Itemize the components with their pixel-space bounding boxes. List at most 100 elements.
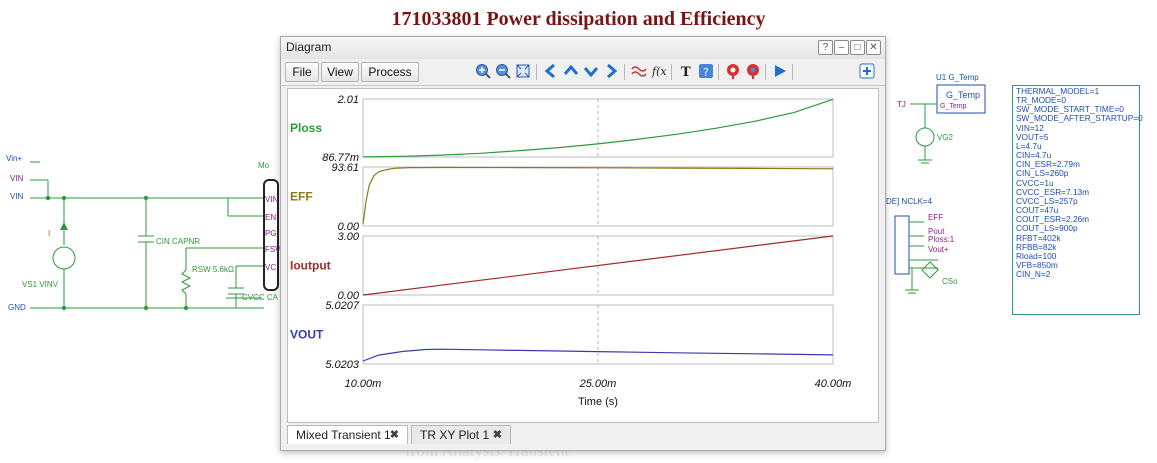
series-line-eff — [362, 166, 834, 225]
play-icon[interactable] — [772, 63, 788, 79]
gtemp-block-line2: G_Temp — [940, 103, 967, 110]
parameter-line: RFBT=402k — [1016, 232, 1061, 243]
label-gnd: GND — [8, 303, 26, 312]
series-name: VOUT — [290, 328, 324, 342]
diagram-window: Diagram ? – □ ✕ File View Process f(x) T… — [280, 36, 886, 451]
series-line-vout — [362, 348, 834, 362]
window-titlebar[interactable]: Diagram ? – □ ✕ — [281, 37, 885, 59]
u1-ref: U1 G_Temp — [936, 73, 979, 82]
pout-pin-label: Pout — [928, 227, 945, 236]
process-menu-button[interactable]: Process — [361, 62, 419, 82]
parameter-line: SW_MODE_AFTER_STARTUP=0 — [1016, 113, 1143, 124]
ploss-pin-label: Ploss:1 — [928, 235, 955, 244]
page-title: 171033801 Power dissipation and Efficien… — [391, 8, 766, 30]
parameter-line: THERMAL_MODEL=1 — [1016, 86, 1100, 96]
vout-pin-label: Vout+ — [928, 245, 949, 254]
cvcc-label: CVCC CA — [242, 293, 279, 302]
parameter-line: CVCC_LS=257p — [1016, 195, 1078, 206]
close-button[interactable]: ✕ — [866, 40, 881, 55]
marker2-icon[interactable] — [745, 63, 761, 79]
tab-tr-xy-plot[interactable]: TR XY Plot 1 ✖ — [411, 425, 511, 444]
current-marker: I — [48, 229, 50, 238]
series-name: EFF — [290, 190, 313, 204]
series-line-ploss — [362, 98, 834, 158]
cin-label: CIN CAPNR — [156, 237, 200, 246]
fit-icon[interactable] — [515, 63, 531, 79]
svg-text:?: ? — [703, 66, 709, 79]
label-vin-plus: Vin+ — [6, 154, 22, 163]
tab-label: Mixed Transient 1 — [296, 428, 391, 442]
parameter-line: CIN_N=2 — [1016, 269, 1051, 280]
zoom-in-icon[interactable] — [475, 63, 491, 79]
minimize-button[interactable]: – — [834, 40, 849, 55]
parameter-line: COUT_LS=900p — [1016, 223, 1078, 234]
vg2-label: VG2 — [937, 133, 954, 142]
parameter-line: SW_MODE_START_TIME=0 — [1016, 104, 1124, 115]
cso-label: CSo — [942, 277, 958, 286]
y-tick-label: 5.0207 — [325, 300, 360, 312]
y-tick-label: 5.0203 — [325, 359, 360, 371]
waveform-icon[interactable] — [631, 63, 647, 79]
arrow-down-icon[interactable] — [583, 63, 599, 79]
parameter-line: VFB=850m — [1016, 259, 1058, 270]
tj-label: TJ — [897, 100, 906, 109]
parameter-box: THERMAL_MODEL=1 TR_MODE=0 SW_MODE_START_TI… — [1012, 85, 1143, 315]
expand-icon[interactable] — [859, 63, 875, 79]
pin-vin: VIN — [265, 195, 279, 204]
parameter-line: CVCC_ESR=7.13m — [1016, 186, 1090, 197]
nclk-label: DE] NCLK=4 — [886, 197, 933, 206]
parameter-line: VIN=12 — [1016, 122, 1044, 133]
maximize-button[interactable]: □ — [850, 40, 865, 55]
y-tick-label: 93.61 — [331, 162, 359, 174]
arrow-left-icon[interactable] — [543, 63, 559, 79]
parameter-line: TR_MODE=0 — [1016, 95, 1067, 106]
zoom-out-icon[interactable] — [495, 63, 511, 79]
y-tick-label: 86.77m — [322, 152, 359, 164]
parameter-line: VOUT=5 — [1016, 131, 1049, 142]
x-tick-label: 25.00m — [579, 378, 617, 390]
arrow-right-icon[interactable] — [603, 63, 619, 79]
svg-text:f(x): f(x) — [651, 65, 667, 78]
file-menu-button[interactable]: File — [285, 62, 319, 82]
close-tab-icon[interactable]: ✖ — [492, 429, 502, 441]
toolbar: File View Process f(x) T ? — [281, 59, 885, 86]
pin-en: EN — [265, 213, 276, 222]
help-button[interactable]: ? — [818, 40, 833, 55]
rsw-label: RSW 5.6kΩ — [192, 265, 234, 274]
series-name: Ioutput — [290, 259, 331, 273]
marker-icon[interactable] — [725, 63, 741, 79]
pin-pg: PG — [265, 229, 277, 238]
info-icon[interactable]: ? — [698, 63, 714, 79]
y-tick-label: 0.00 — [338, 221, 360, 233]
tab-mixed-transient[interactable]: Mixed Transient 1 ✖ — [287, 425, 408, 444]
chart[interactable]: 2.0186.77mPloss93.610.00EFF3.000.00Ioutp… — [288, 89, 878, 422]
text-icon[interactable]: T — [678, 63, 694, 79]
parameter-line: CVCC=1u — [1016, 177, 1054, 188]
label-vin-b: VIN — [10, 192, 24, 201]
x-axis-label: Time (s) — [578, 396, 618, 408]
function-icon[interactable]: f(x) — [651, 63, 667, 79]
plot-area[interactable]: 2.01 86.77m Ploss 93.61 0.00 EFF 3.00 0.00 Ioutp… — [287, 88, 879, 423]
y-tick-label: 3.00 — [338, 231, 360, 243]
series-line-ioutput — [362, 235, 834, 296]
label-vin-a: VIN — [10, 174, 24, 183]
pin-fsw: FSW — [265, 245, 283, 254]
view-menu-button[interactable]: View — [321, 62, 359, 82]
arrow-up-icon[interactable] — [563, 63, 579, 79]
parameter-line: Rload=100 — [1016, 250, 1057, 261]
pin-vc: VC — [265, 263, 276, 272]
y-tick-label: 0.00 — [338, 290, 360, 302]
module-ref: Mo — [258, 161, 270, 170]
close-tab-icon[interactable]: ✖ — [389, 429, 399, 441]
svg-text:T: T — [681, 65, 691, 79]
parameter-line: RFBB=82k — [1016, 241, 1057, 252]
parameter-line: COUT_ESR=2.26m — [1016, 214, 1090, 225]
source-label: VS1 VINV — [22, 280, 59, 289]
window-title: Diagram — [286, 40, 332, 54]
series-name: Ploss — [290, 121, 322, 135]
tab-label: TR XY Plot 1 — [420, 428, 490, 442]
parameter-line: L=4.7u — [1016, 140, 1042, 151]
parameter-line: CIN_ESR=2.79m — [1016, 159, 1080, 170]
x-tick-label: 10.00m — [345, 378, 382, 390]
